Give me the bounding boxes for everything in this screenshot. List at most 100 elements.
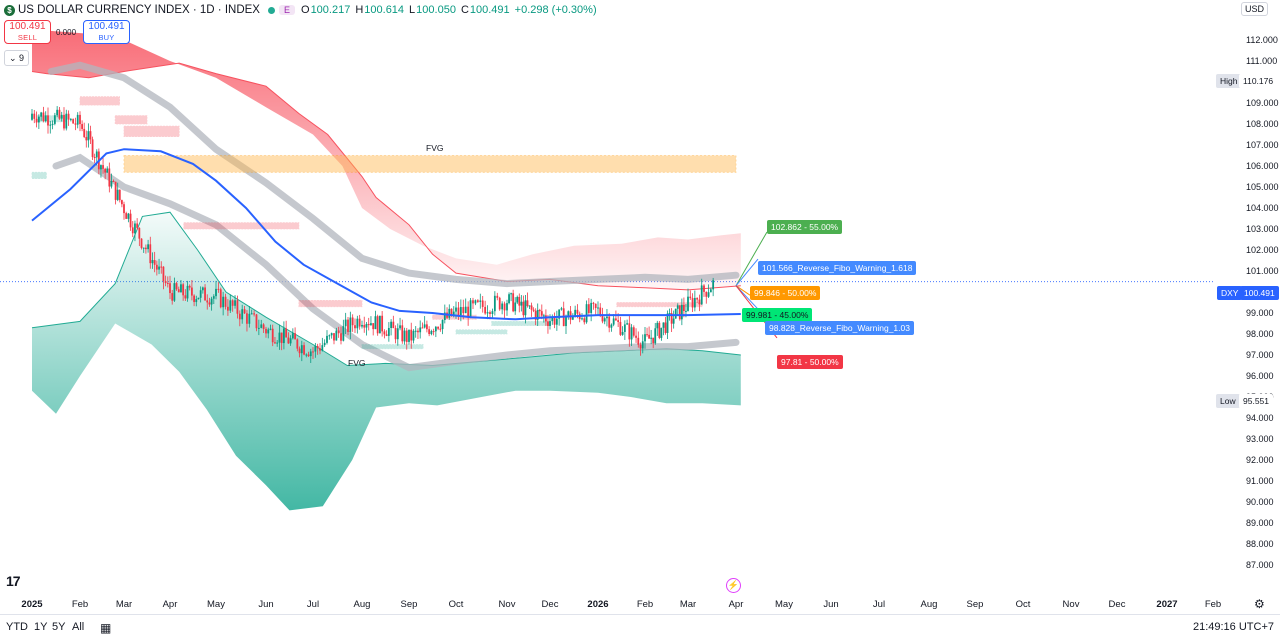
bottom-toolbar: YTD 1Y 5Y All ▦ 21:49:16 UTC+7: [0, 614, 1280, 639]
candle-body: [606, 316, 608, 319]
lightning-icon[interactable]: ⚡: [726, 578, 741, 593]
symbol-title[interactable]: US DOLLAR CURRENCY INDEX · 1D · INDEX: [18, 4, 260, 16]
target-label-3[interactable]: 99.846 - 50.00%: [750, 286, 821, 300]
time-tick-label: Jun: [823, 599, 838, 610]
gear-icon[interactable]: ⚙: [1254, 597, 1265, 611]
candle-body: [335, 330, 338, 341]
candle-body: [581, 318, 583, 320]
range-1y-button[interactable]: 1Y: [34, 621, 48, 633]
candle-body: [314, 345, 317, 352]
candle-body: [222, 296, 225, 308]
low-badge-label: Low: [1220, 396, 1236, 406]
candle-body: [118, 189, 121, 201]
candle-body: [493, 295, 496, 312]
candle-body: [248, 313, 251, 324]
range-all-button[interactable]: All: [72, 621, 85, 633]
candle-body: [269, 328, 272, 330]
calendar-icon[interactable]: ▦: [100, 621, 112, 635]
candle-body: [93, 156, 96, 158]
projection-arrow: [735, 285, 751, 296]
candle-body: [394, 328, 397, 340]
candle-body: [585, 304, 588, 323]
candle-body: [351, 317, 354, 326]
candle-body: [35, 118, 38, 123]
candle-body: [536, 309, 539, 320]
candle-body: [662, 322, 665, 328]
candle-body: [592, 302, 595, 304]
candle-body: [53, 115, 56, 124]
price-tick-label: 87.000: [1246, 560, 1274, 570]
candle-body: [87, 131, 90, 141]
candle-body: [217, 288, 220, 290]
exchange-badge[interactable]: E: [278, 5, 295, 15]
candle-body: [421, 327, 424, 329]
target-label-4[interactable]: 99.981 - 45.00%: [742, 308, 813, 322]
candle-body: [520, 301, 523, 306]
open-label: O: [301, 4, 310, 16]
time-tick-label: Feb: [637, 599, 653, 610]
candle-body: [459, 307, 462, 316]
order-block-box: [183, 222, 300, 230]
candle-body: [474, 300, 477, 304]
buy-button[interactable]: 100.491 BUY: [83, 20, 130, 44]
candle-body: [450, 308, 453, 316]
candle-body: [289, 338, 292, 344]
target-label-5[interactable]: 98.828_Reverse_Fibo_Warning_1.03: [765, 321, 914, 335]
high-badge: High: [1216, 74, 1242, 88]
candle-body: [455, 307, 457, 312]
target-label-1[interactable]: 102.862 - 55.00%: [767, 220, 843, 234]
candle-body: [182, 284, 185, 296]
time-tick-label: Apr: [163, 599, 178, 610]
currency-selector[interactable]: USD: [1241, 2, 1269, 16]
time-tick-label: May: [775, 599, 793, 610]
price-tick-label: 99.000: [1246, 308, 1274, 318]
candle-body: [621, 331, 624, 335]
candle-body: [227, 306, 229, 311]
candle-body: [553, 316, 556, 325]
range-5y-button[interactable]: 5Y: [52, 621, 66, 633]
candle-body: [110, 180, 113, 187]
target-label-6[interactable]: 97.81 - 50.00%: [777, 355, 843, 369]
candle-body: [399, 325, 401, 329]
candle-body: [514, 302, 517, 312]
candle-body: [208, 302, 211, 305]
fvg-label-bottom: FVG: [348, 358, 366, 368]
candle-body: [246, 313, 248, 324]
candle-body: [419, 327, 422, 333]
candle-body: [379, 315, 381, 334]
candle-body: [469, 300, 472, 318]
time-tick-label: Dec: [542, 599, 559, 610]
candle-body: [452, 311, 455, 316]
candle-body: [632, 327, 635, 336]
candle-body: [412, 330, 415, 341]
tradingview-logo-icon[interactable]: 17: [6, 573, 21, 589]
candle-body: [153, 260, 156, 265]
sell-price: 100.491: [9, 21, 46, 32]
target-label-2[interactable]: 101.566_Reverse_Fibo_Warning_1.618: [758, 261, 917, 275]
fvg-zone-top: [123, 155, 737, 173]
candle-body: [206, 300, 209, 303]
candle-body: [361, 324, 363, 327]
time-tick-label: Aug: [354, 599, 371, 610]
range-ytd-button[interactable]: YTD: [6, 621, 28, 633]
candle-body: [186, 285, 189, 299]
candle-body: [158, 266, 160, 270]
indicators-toggle[interactable]: ⌄ 9: [4, 50, 30, 66]
candle-body: [74, 123, 77, 125]
price-tick-label: 98.000: [1246, 329, 1274, 339]
candle-body: [707, 292, 710, 297]
price-tick-label: 96.000: [1246, 371, 1274, 381]
price-tick-label: 111.000: [1246, 56, 1277, 66]
candle-body: [31, 113, 33, 120]
candle-body: [374, 316, 377, 330]
candle-body: [83, 128, 86, 137]
candle-body: [423, 324, 426, 328]
candle-body: [149, 244, 152, 264]
time-tick-label: Dec: [1109, 599, 1126, 610]
candle-body: [151, 260, 154, 264]
candle-body: [441, 320, 444, 330]
sell-button[interactable]: 100.491 SELL: [4, 20, 51, 44]
candle-body: [698, 299, 701, 305]
candle-body: [660, 327, 663, 338]
